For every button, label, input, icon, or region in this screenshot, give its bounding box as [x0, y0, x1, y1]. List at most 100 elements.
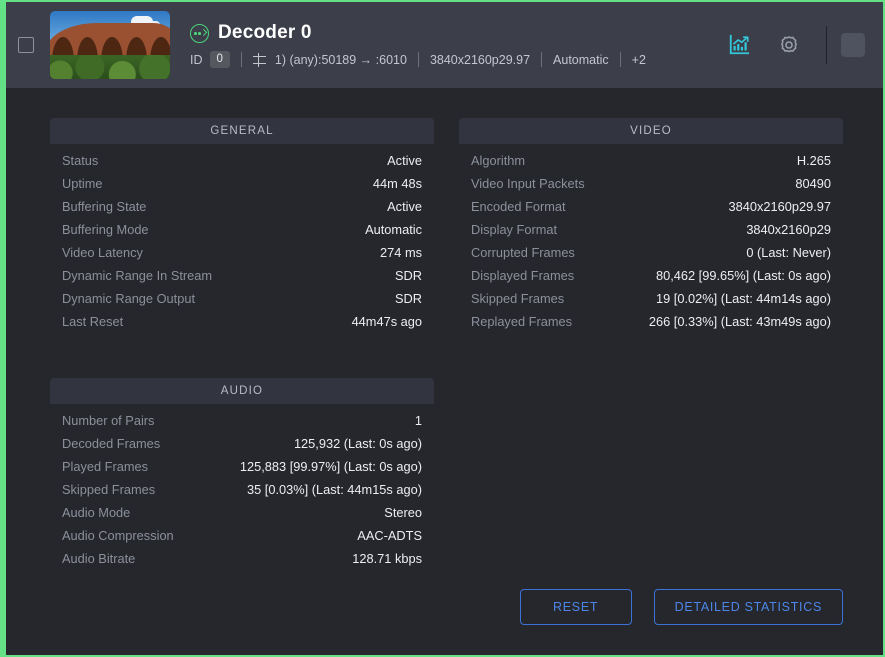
select-checkbox[interactable]	[18, 37, 34, 53]
row-key: Audio Mode	[62, 505, 131, 520]
table-row: Skipped Frames 19 [0.02%] (Last: 44m14s …	[471, 291, 831, 314]
panel-video-title: VIDEO	[459, 118, 843, 144]
network-route-icon	[252, 52, 267, 67]
table-row: Audio Compression AAC-ADTS	[62, 528, 422, 551]
row-key: Buffering State	[62, 199, 147, 214]
row-value: 3840x2160p29	[746, 222, 831, 237]
panel-video: VIDEO Algorithm H.265 Video Input Packet…	[459, 118, 843, 337]
row-value: AAC-ADTS	[357, 528, 422, 543]
row-value: Active	[387, 199, 422, 214]
table-row: Uptime 44m 48s	[62, 176, 422, 199]
row-value: 19 [0.02%] (Last: 44m14s ago)	[656, 291, 831, 306]
table-row: Dynamic Range Output SDR	[62, 291, 422, 314]
decoder-meta-row: ID 0 1) (any):50189 → :6010 3840x2160p29…	[190, 51, 720, 68]
row-value: Automatic	[365, 222, 422, 237]
row-key: Replayed Frames	[471, 314, 572, 329]
table-row: Corrupted Frames 0 (Last: Never)	[471, 245, 831, 268]
table-row: Audio Bitrate 128.71 kbps	[62, 551, 422, 574]
panel-audio-rows: Number of Pairs 1 Decoded Frames 125,932…	[50, 404, 434, 574]
row-key: Encoded Format	[471, 199, 566, 214]
footer-actions: RESET DETAILED STATISTICS	[519, 589, 843, 625]
row-value: 44m47s ago	[351, 314, 422, 329]
row-value: 3840x2160p29.97	[728, 199, 831, 214]
row-key: Status	[62, 153, 99, 168]
chart-statistics-icon	[729, 34, 750, 55]
page-title: Decoder 0	[218, 22, 312, 43]
row-key: Last Reset	[62, 314, 124, 329]
table-row: Video Input Packets 80490	[471, 176, 831, 199]
row-key: Skipped Frames	[471, 291, 565, 306]
settings-button[interactable]	[770, 26, 808, 64]
row-value: Active	[387, 153, 422, 168]
row-value: 0 (Last: Never)	[746, 245, 831, 260]
row-key: Algorithm	[471, 153, 526, 168]
row-key: Video Input Packets	[471, 176, 585, 191]
table-row: Display Format 3840x2160p29	[471, 222, 831, 245]
mode-text: Automatic	[553, 52, 609, 67]
decoder-body: GENERAL Status Active Uptime 44m 48s Buf…	[6, 88, 883, 655]
meta-divider	[417, 52, 419, 67]
panel-general: GENERAL Status Active Uptime 44m 48s Buf…	[50, 118, 434, 337]
row-key: Buffering Mode	[62, 222, 149, 237]
meta-divider	[541, 52, 543, 67]
table-row: Decoded Frames 125,932 (Last: 0s ago)	[62, 436, 422, 459]
route-text: 1) (any):50189 → :6010	[274, 52, 407, 67]
decoder-header: Decoder 0 ID 0 1) (any):50189 → :6010 38…	[6, 2, 883, 88]
id-label: ID	[190, 52, 203, 67]
row-value: 274 ms	[380, 245, 422, 260]
header-divider	[826, 26, 827, 64]
detailed-statistics-button[interactable]: DETAILED STATISTICS	[653, 589, 843, 625]
row-key: Corrupted Frames	[471, 245, 575, 260]
header-actions	[720, 26, 869, 64]
row-key: Display Format	[471, 222, 558, 237]
id-badge: 0	[209, 51, 230, 68]
format-text: 3840x2160p29.97	[429, 52, 531, 67]
table-row: Dynamic Range In Stream SDR	[62, 268, 422, 291]
table-row: Buffering Mode Automatic	[62, 222, 422, 245]
row-key: Audio Compression	[62, 528, 174, 543]
more-badge[interactable]: +2	[631, 52, 646, 67]
row-value: SDR	[394, 291, 422, 306]
panel-toggle-button[interactable]	[841, 33, 865, 57]
row-value: 80,462 [99.65%] (Last: 0s ago)	[655, 268, 831, 283]
row-key: Displayed Frames	[471, 268, 575, 283]
stats-columns: GENERAL Status Active Uptime 44m 48s Buf…	[50, 118, 843, 574]
row-key: Uptime	[62, 176, 103, 191]
table-row: Skipped Frames 35 [0.03%] (Last: 44m15s …	[62, 482, 422, 505]
row-key: Number of Pairs	[62, 413, 155, 428]
stream-active-icon	[190, 23, 209, 43]
panel-video-rows: Algorithm H.265 Video Input Packets 8049…	[459, 144, 843, 337]
table-row: Audio Mode Stereo	[62, 505, 422, 528]
row-key: Decoded Frames	[62, 436, 161, 451]
panel-audio: AUDIO Number of Pairs 1 Decoded Frames 1…	[50, 378, 434, 574]
row-key: Audio Bitrate	[62, 551, 136, 566]
row-value: H.265	[796, 153, 831, 168]
table-row: Buffering State Active	[62, 199, 422, 222]
table-row: Replayed Frames 266 [0.33%] (Last: 43m49…	[471, 314, 831, 337]
table-row: Displayed Frames 80,462 [99.65%] (Last: …	[471, 268, 831, 291]
statistics-button[interactable]	[720, 26, 758, 64]
thumbnail-foliage	[50, 55, 170, 79]
left-column: GENERAL Status Active Uptime 44m 48s Buf…	[50, 118, 434, 574]
row-key: Dynamic Range Output	[62, 291, 196, 306]
meta-divider	[240, 52, 242, 67]
decoder-preview-thumbnail[interactable]	[50, 11, 170, 79]
row-key: Skipped Frames	[62, 482, 156, 497]
meta-divider	[619, 52, 621, 67]
row-value: 35 [0.03%] (Last: 44m15s ago)	[247, 482, 422, 497]
row-key: Dynamic Range In Stream	[62, 268, 213, 283]
table-row: Status Active	[62, 153, 422, 176]
gear-icon	[781, 36, 797, 53]
reset-button[interactable]: RESET	[519, 589, 632, 625]
row-value: 125,883 [99.97%] (Last: 0s ago)	[239, 459, 422, 474]
decoder-title-block: Decoder 0 ID 0 1) (any):50189 → :6010 38…	[190, 22, 720, 68]
table-row: Number of Pairs 1	[62, 413, 422, 436]
panel-audio-title: AUDIO	[50, 378, 434, 404]
table-row: Algorithm H.265	[471, 153, 831, 176]
row-key: Played Frames	[62, 459, 149, 474]
row-value: 125,932 (Last: 0s ago)	[293, 436, 422, 451]
row-value: 80490	[795, 176, 831, 191]
row-value: SDR	[394, 268, 422, 283]
decoder-title-row: Decoder 0	[190, 22, 720, 44]
